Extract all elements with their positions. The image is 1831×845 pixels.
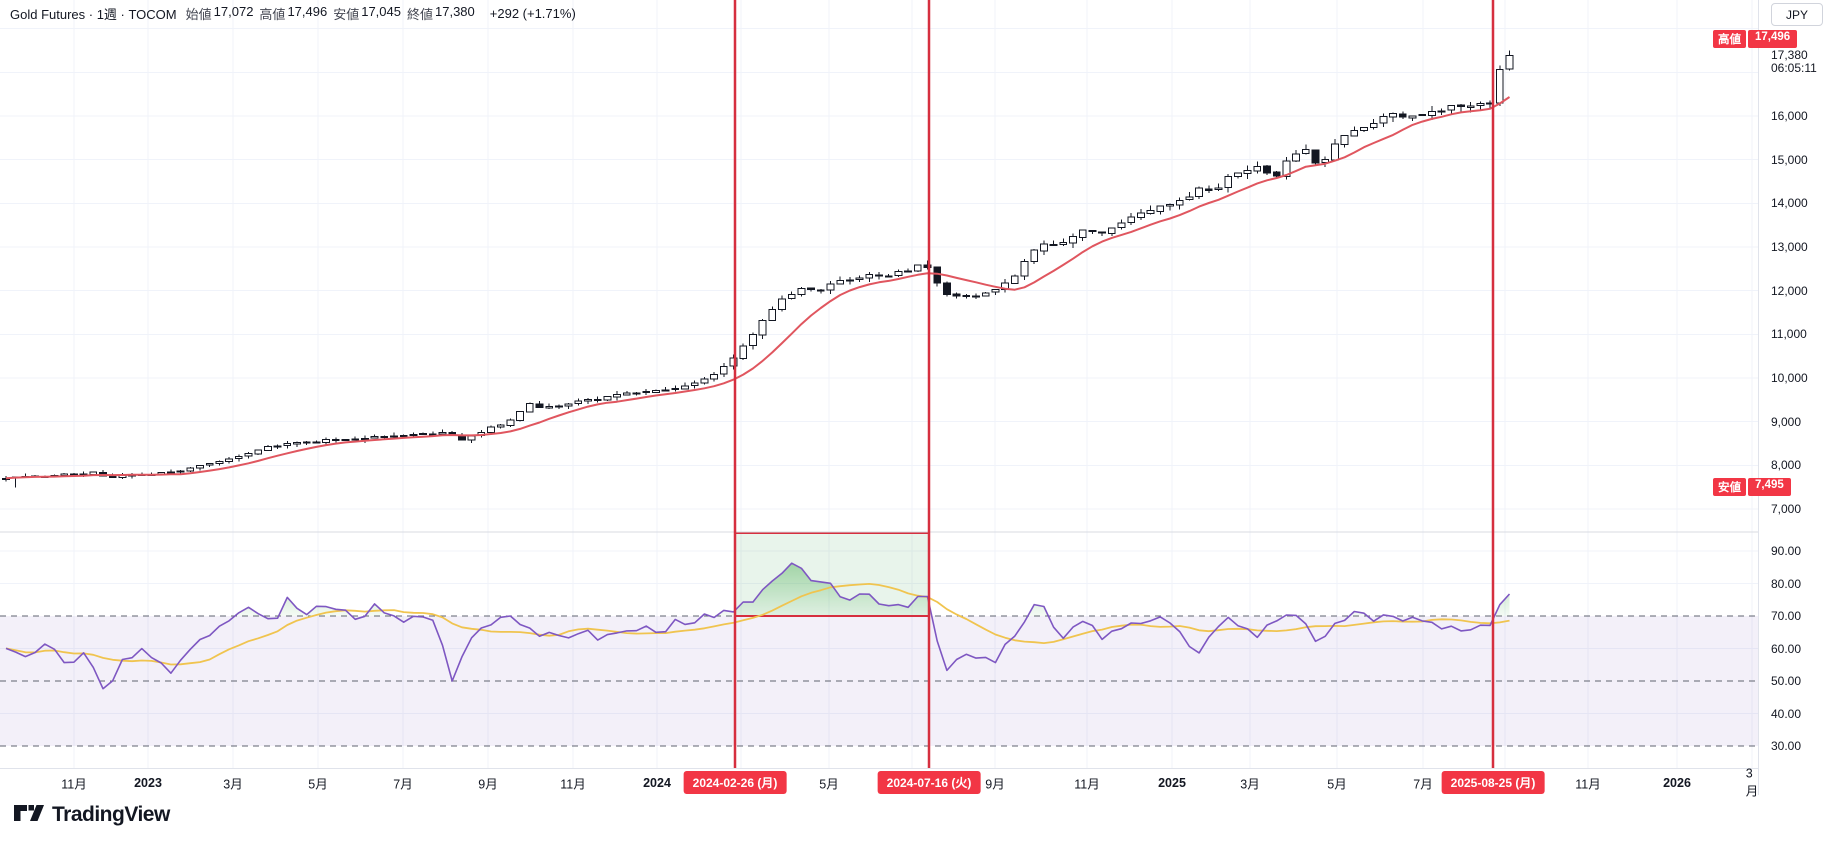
rsi-tick: 40.00 [1771,706,1802,721]
price-tick: 15,000 [1771,152,1808,167]
rsi-tick: 30.00 [1771,739,1802,753]
time-tick: 5月 [308,777,328,791]
time-tick: 2023 [134,775,162,790]
low-value: 7,495 [1748,478,1791,497]
rsi-tick: 70.00 [1771,609,1802,623]
bottom-strip: TradingView [0,795,1831,845]
time-axis[interactable]: 11月 2023 3月 5月 7月 9月 11月 2024 5月 9月 11月 2025 3月 5月 7月 1… [0,766,1759,798]
high-tag: 高値 [1713,29,1746,48]
price-tick: 9,000 [1771,414,1802,429]
date-marker-badge[interactable]: 2024-07-16 (火) [877,771,981,794]
price-tick: 7,000 [1771,502,1802,516]
ohlc-field: 高値 17,496 [259,4,328,22]
time-tick: 11月 [1575,777,1601,791]
price-tick: 14,000 [1771,196,1808,211]
logo-text: TradingView [52,803,170,826]
time-tick: 9月 [478,777,498,791]
time-tick: 3月 [1240,777,1260,791]
time-tick: 7月 [393,777,413,791]
tradingview-logo[interactable]: TradingView [13,802,170,828]
time-tick: 3月 [223,777,243,791]
price-tick: 8,000 [1771,458,1802,473]
price-axis[interactable]: JPY 高値 17,496 安値 7,495 17,380 06:05:11 1… [1713,0,1831,795]
time-tick: 11月 [560,777,586,791]
last-price-value: 17,380 [1771,47,1808,62]
price-tick: 16,000 [1771,109,1808,123]
symbol-title: Gold Futures · 1週 · TOCOM [10,7,177,22]
time-tick: 2024 [643,775,671,790]
chart-legend: Gold Futures · 1週 · TOCOM 始値 17,072 高値 17,4… [10,4,576,23]
date-marker-badge[interactable]: 2024-02-26 (月) [683,771,787,794]
date-marker-badge[interactable]: 2025-08-25 (月) [1441,771,1545,794]
time-tick: 2026 [1663,775,1691,790]
high-value: 17,496 [1748,29,1798,48]
price-tick: 11,000 [1771,327,1807,342]
time-tick: 5月 [819,777,839,791]
time-tick: 2025 [1158,775,1186,790]
time-tick: 7月 [1413,777,1433,791]
price-tick: 12,000 [1771,283,1808,298]
rsi-tick: 80.00 [1771,576,1802,591]
price-tick: 13,000 [1771,240,1808,254]
rsi-tick: 90.00 [1771,544,1802,558]
ohlc-field: 始値 17,072 [185,4,254,22]
low-tag: 安値 [1713,478,1746,497]
rsi-tick: 60.00 [1771,641,1802,656]
ohlc-field: 安値 17,045 [333,4,401,22]
bar-countdown: 06:05:11 [1771,60,1817,75]
ohlc-field: 終値 17,380 [406,4,475,22]
time-tick: 9月 [985,777,1005,791]
time-tick: 5月 [1327,777,1347,791]
tradingview-logo-icon [14,805,44,821]
time-tick: 3月 [1745,766,1759,798]
chart-canvas[interactable] [0,0,1758,768]
rsi-tick: 50.00 [1771,674,1802,688]
price-tick: 10,000 [1771,371,1808,385]
last-price-label: 17,380 06:05:11 [1771,47,1817,75]
time-tick: 11月 [1074,777,1100,791]
low-price-badge: 安値 7,495 [1713,478,1791,497]
high-price-badge: 高値 17,496 [1713,29,1798,48]
currency-toggle-button[interactable]: JPY [1771,3,1823,26]
change-value: +292 (+1.71%) [489,6,576,21]
time-tick: 11月 [61,777,87,791]
ohlc-fields: 始値 17,072 高値 17,496 安値 17,045 終値 17,380 [186,4,481,23]
